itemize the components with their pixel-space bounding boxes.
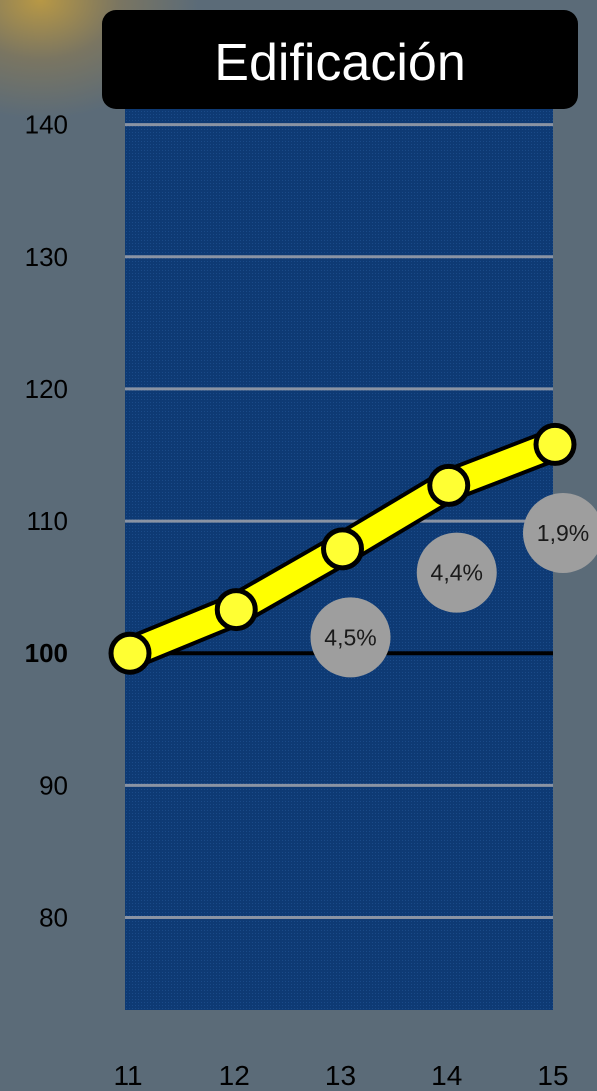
growth-badge-circle (523, 492, 597, 573)
y-tick-label: 100 (25, 638, 68, 668)
growth-badge-label: 4,5% (324, 624, 376, 650)
x-tick-label: 13 (325, 1060, 356, 1091)
data-point (108, 631, 152, 675)
x-tick-label: 12 (219, 1060, 250, 1091)
data-point (214, 588, 258, 632)
data-point (321, 527, 364, 571)
growth-badge: 1,9% (523, 492, 597, 573)
x-tick-label: 15 (537, 1060, 568, 1091)
x-axis-ticks: 11 12 13 14 15 (113, 1060, 568, 1091)
data-points (108, 422, 577, 675)
y-tick-label: 130 (25, 242, 68, 272)
chart-title: Edificación (214, 34, 465, 92)
y-tick-label: 90 (39, 770, 68, 800)
growth-badges: 4,5% 4,4% 1,9% (310, 492, 597, 678)
data-point (427, 463, 471, 507)
data-point (533, 422, 577, 466)
growth-badge-circle (310, 597, 391, 678)
growth-badge-label: 4,4% (431, 560, 483, 586)
y-tick-label: 120 (25, 374, 68, 404)
growth-badge: 4,5% (310, 597, 391, 678)
growth-badge: 4,4% (416, 532, 497, 613)
growth-badge-label: 1,9% (537, 520, 589, 546)
x-tick-label: 14 (431, 1060, 462, 1091)
y-tick-label: 110 (27, 506, 68, 536)
y-tick-label: 80 (39, 903, 68, 933)
x-tick-label: 11 (113, 1060, 142, 1091)
growth-badge-circle (416, 532, 497, 613)
chart-title-box: Edificación (102, 10, 578, 109)
y-tick-label: 140 (25, 110, 68, 140)
y-axis-ticks: 80 90 100 110 120 130 140 (25, 110, 68, 933)
